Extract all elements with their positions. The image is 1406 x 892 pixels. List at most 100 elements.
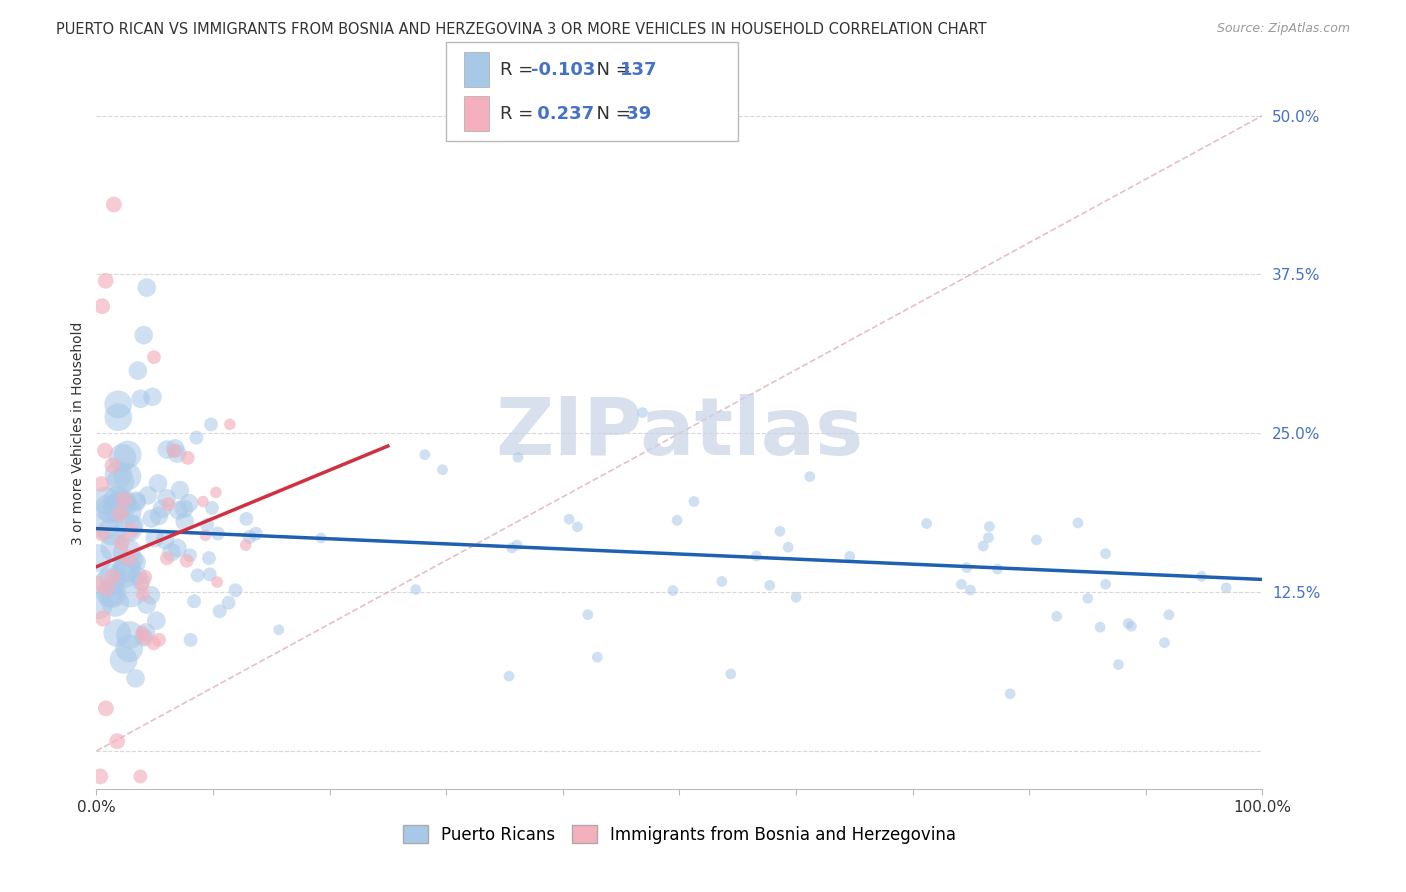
Point <box>183 594 205 608</box>
Point <box>143 531 166 545</box>
Point <box>586 650 609 665</box>
Point <box>176 554 198 568</box>
Point <box>205 575 228 590</box>
Point <box>132 587 155 601</box>
Point <box>745 549 768 563</box>
Point <box>132 328 155 343</box>
Point <box>94 701 117 715</box>
Point <box>506 450 529 465</box>
Point <box>87 599 110 613</box>
Point <box>135 625 157 640</box>
Point <box>218 596 240 610</box>
Point <box>167 503 190 517</box>
Point <box>1108 657 1130 672</box>
Point <box>165 442 187 456</box>
Point <box>146 476 169 491</box>
Point <box>166 447 188 461</box>
Point <box>111 450 134 465</box>
Point <box>101 458 124 473</box>
Point <box>156 551 179 566</box>
Point <box>785 591 807 605</box>
Point <box>1121 619 1143 633</box>
Point <box>720 667 742 681</box>
Point <box>91 526 114 541</box>
Point <box>122 517 145 532</box>
Point <box>125 555 148 569</box>
Point <box>567 520 589 534</box>
Point <box>104 596 127 610</box>
Text: N =: N = <box>585 104 636 122</box>
Point <box>986 562 1008 576</box>
Point <box>120 586 142 600</box>
Point <box>117 550 139 565</box>
Text: R =: R = <box>501 61 540 78</box>
Point <box>218 417 240 432</box>
Point <box>129 392 152 406</box>
Point <box>1153 636 1175 650</box>
Text: 39: 39 <box>620 104 651 122</box>
Point <box>1067 516 1090 530</box>
Point <box>127 568 149 582</box>
Point <box>101 587 124 601</box>
Point <box>799 469 821 483</box>
Point <box>101 570 124 584</box>
Point <box>758 578 780 592</box>
Point <box>115 545 138 559</box>
Point <box>139 588 162 602</box>
Point <box>86 551 108 566</box>
Point <box>145 614 167 628</box>
Point <box>105 500 128 515</box>
Point <box>115 562 138 576</box>
Point <box>666 513 689 527</box>
Point <box>131 577 153 591</box>
Point <box>194 528 217 542</box>
Text: -0.103: -0.103 <box>531 61 596 78</box>
Point <box>683 494 706 508</box>
Point <box>177 450 200 465</box>
Point <box>198 567 221 582</box>
Point <box>201 500 224 515</box>
Point <box>135 598 157 612</box>
Point <box>959 582 981 597</box>
Point <box>267 623 290 637</box>
Point <box>245 526 267 541</box>
Point <box>501 541 523 555</box>
Point <box>148 632 170 647</box>
Point <box>90 477 112 491</box>
Point <box>979 519 1001 533</box>
Point <box>157 497 180 511</box>
Point <box>94 443 117 458</box>
Point <box>112 653 135 667</box>
Point <box>105 493 128 508</box>
Point <box>239 530 262 544</box>
Point <box>100 502 122 516</box>
Point <box>977 531 1000 545</box>
Point <box>160 545 183 559</box>
Text: R =: R = <box>501 104 540 122</box>
Point <box>506 538 529 552</box>
Point <box>110 507 132 521</box>
Point <box>112 498 135 512</box>
Point <box>498 669 520 683</box>
Point <box>1094 577 1116 591</box>
Point <box>127 364 149 378</box>
Point <box>103 541 125 555</box>
Point <box>662 583 685 598</box>
Point <box>998 687 1021 701</box>
Point <box>1077 591 1099 606</box>
Y-axis label: 3 or more Vehicles in Household: 3 or more Vehicles in Household <box>72 322 86 545</box>
Point <box>180 632 202 647</box>
Point <box>94 493 117 508</box>
Point <box>1094 547 1116 561</box>
Point <box>150 501 173 516</box>
Point <box>1215 581 1237 595</box>
Point <box>558 512 581 526</box>
Point <box>200 417 222 432</box>
Point <box>131 625 153 640</box>
Point <box>107 410 129 425</box>
Point <box>173 501 195 516</box>
Point <box>97 575 120 590</box>
Point <box>191 494 214 508</box>
Point <box>125 495 148 509</box>
Point <box>101 570 124 584</box>
